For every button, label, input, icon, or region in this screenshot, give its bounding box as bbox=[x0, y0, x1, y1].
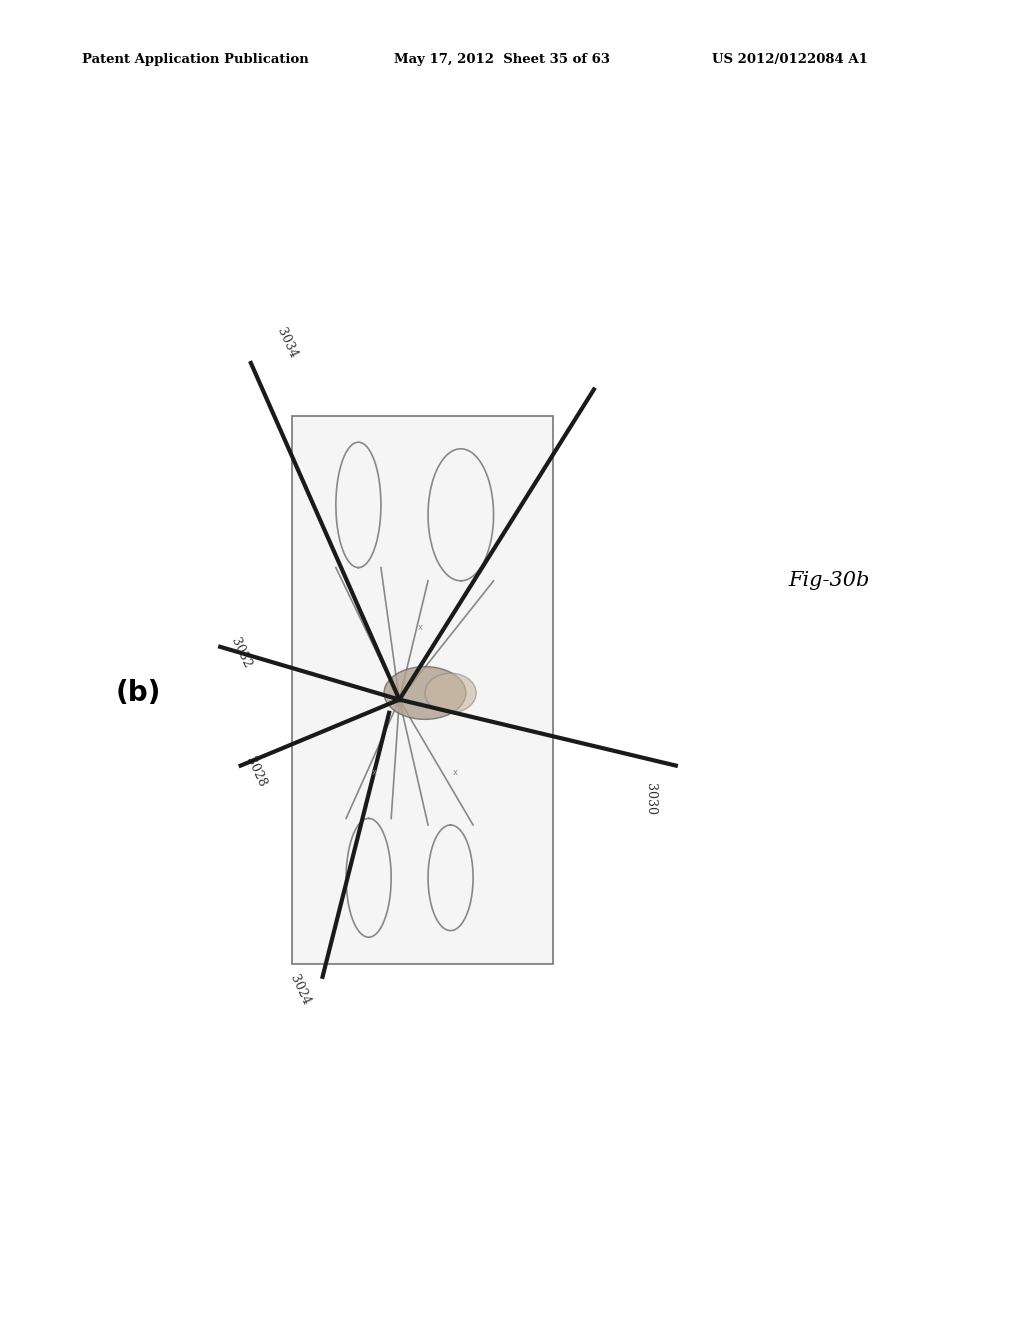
Text: Patent Application Publication: Patent Application Publication bbox=[82, 53, 308, 66]
Text: (b): (b) bbox=[116, 678, 161, 708]
Text: x: x bbox=[454, 768, 458, 776]
Polygon shape bbox=[425, 673, 476, 713]
Text: 3030: 3030 bbox=[644, 783, 656, 814]
Text: 3034: 3034 bbox=[274, 326, 299, 360]
Text: 3028: 3028 bbox=[244, 755, 268, 789]
Polygon shape bbox=[384, 667, 466, 719]
Text: US 2012/0122084 A1: US 2012/0122084 A1 bbox=[712, 53, 867, 66]
Text: x: x bbox=[418, 623, 422, 631]
Text: x: x bbox=[372, 768, 376, 776]
Text: 3024: 3024 bbox=[288, 973, 312, 1007]
Text: 3032: 3032 bbox=[228, 636, 253, 671]
Text: Fig-30b: Fig-30b bbox=[788, 572, 869, 590]
Text: May 17, 2012  Sheet 35 of 63: May 17, 2012 Sheet 35 of 63 bbox=[394, 53, 610, 66]
Bar bbox=[292, 416, 553, 964]
